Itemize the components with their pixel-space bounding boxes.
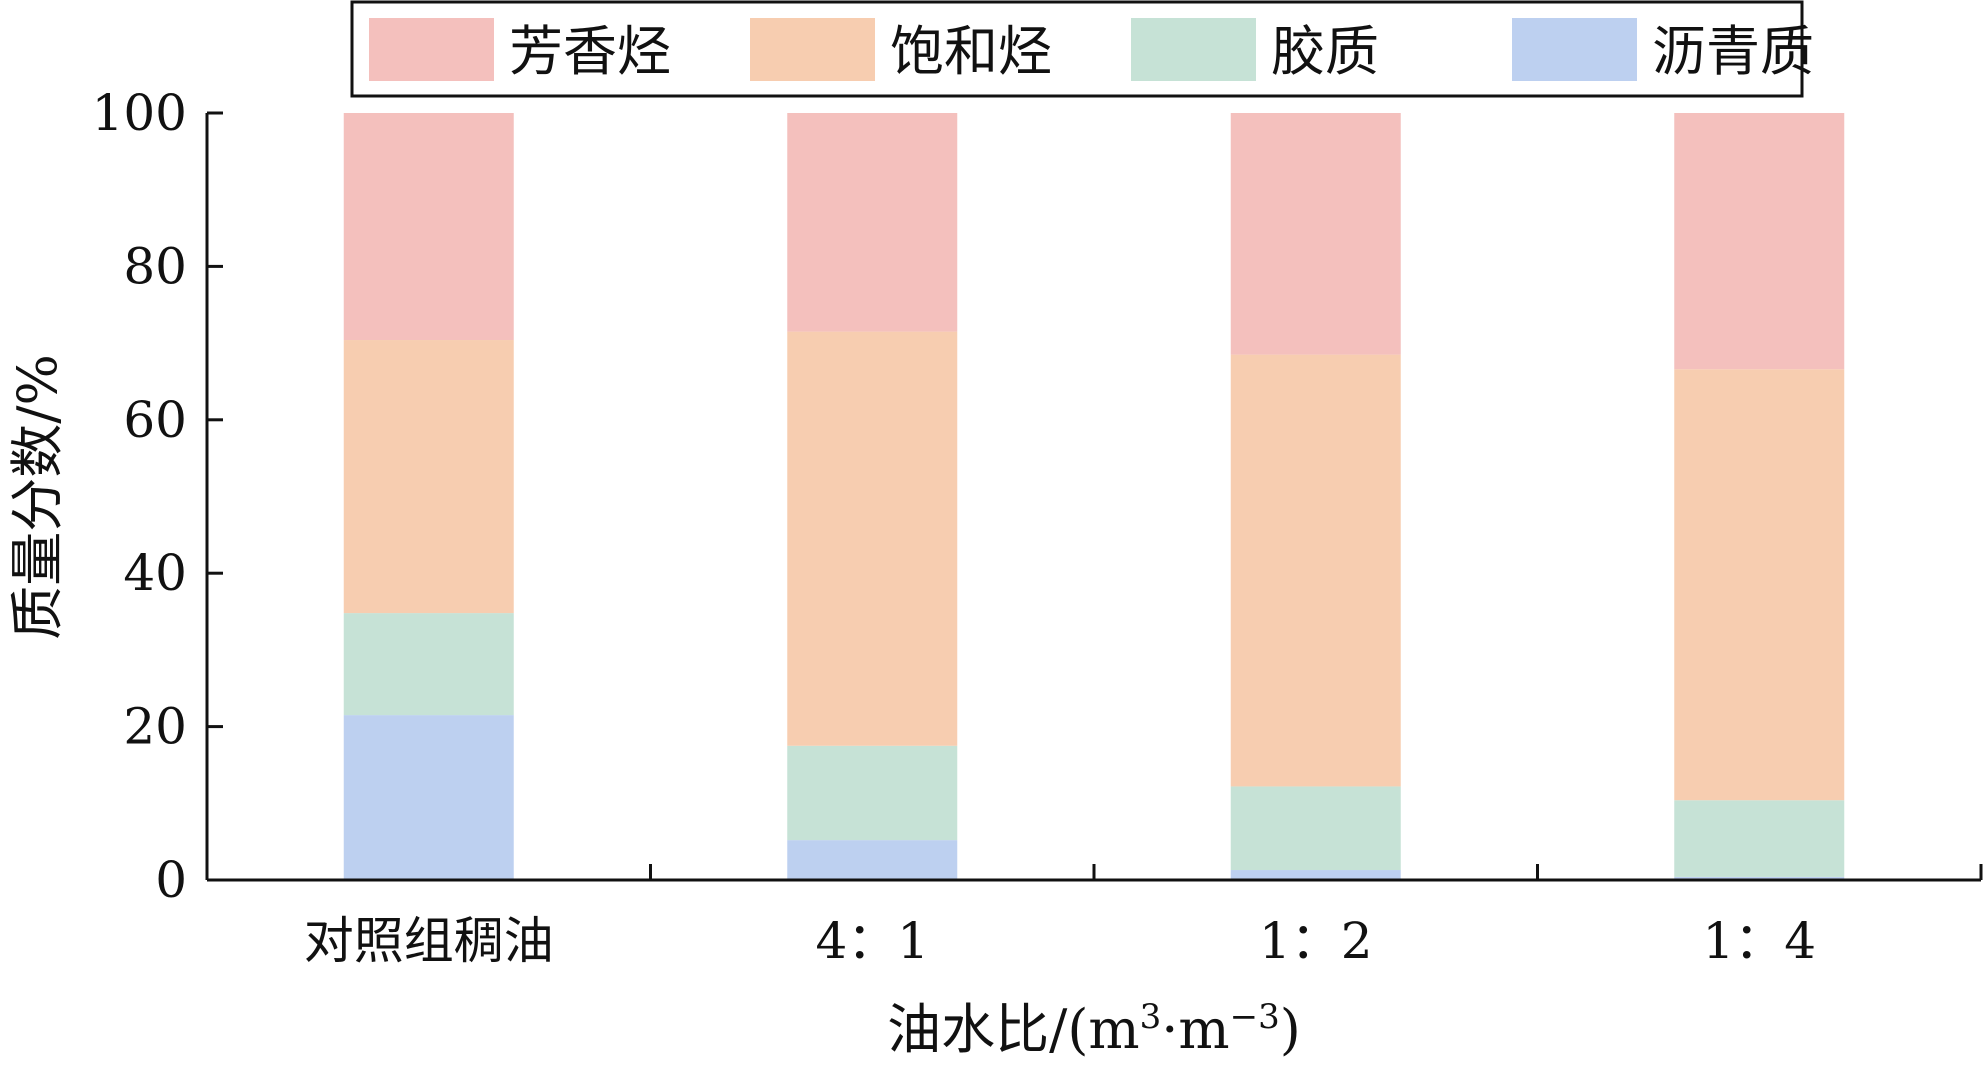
bar-segment bbox=[787, 331, 958, 746]
legend-frame bbox=[350, 0, 1804, 98]
bar-segment bbox=[1674, 800, 1845, 877]
bar-segment bbox=[1230, 113, 1401, 355]
legend-label: 胶质 bbox=[1271, 20, 1379, 83]
x-axis-label: 油水比/(m3·m−3) bbox=[887, 997, 1301, 1061]
y-tick-label: 80 bbox=[123, 237, 187, 295]
y-tick-label: 100 bbox=[92, 84, 187, 142]
legend-swatch bbox=[1131, 18, 1256, 81]
legend-label: 饱和烃 bbox=[890, 20, 1052, 83]
y-tick-label: 20 bbox=[123, 698, 187, 756]
legend-swatch bbox=[369, 18, 494, 81]
bar-segment bbox=[787, 840, 958, 880]
x-tick-label: 4：1 bbox=[815, 912, 929, 970]
x-tick-label: 1：4 bbox=[1702, 912, 1816, 970]
bar-segment bbox=[343, 113, 514, 341]
bar-segment bbox=[1674, 876, 1845, 880]
bar-segment bbox=[343, 340, 514, 614]
y-axis-label: 质量分数/% bbox=[6, 354, 69, 640]
bar-segment bbox=[1230, 870, 1401, 880]
x-tick-label: 1：2 bbox=[1259, 912, 1373, 970]
legend-label: 沥青质 bbox=[1652, 20, 1814, 83]
x-tick-label: 对照组稠油 bbox=[304, 912, 554, 970]
bar-segment bbox=[787, 745, 958, 841]
bar-segment bbox=[787, 113, 958, 332]
bars bbox=[343, 113, 1845, 880]
bar-segment bbox=[343, 613, 514, 716]
bar-segment bbox=[343, 715, 514, 880]
legend-label: 芳香烃 bbox=[509, 20, 671, 83]
y-tick-label: 40 bbox=[123, 544, 187, 602]
axes: 0 20 40 60 80 100 对照组稠油 4：1 1：2 1：4 bbox=[92, 84, 1983, 970]
y-tick-label: 0 bbox=[155, 851, 187, 909]
y-tick-label: 60 bbox=[123, 391, 187, 449]
legend-swatch bbox=[1512, 18, 1637, 81]
bar-segment bbox=[1230, 786, 1401, 871]
bar-segment bbox=[1230, 354, 1401, 787]
bar-segment bbox=[1674, 113, 1845, 370]
legend: 芳香烃 饱和烃 胶质 沥青质 bbox=[350, 0, 1814, 98]
legend-swatch bbox=[750, 18, 875, 81]
bar-segment bbox=[1674, 369, 1845, 801]
